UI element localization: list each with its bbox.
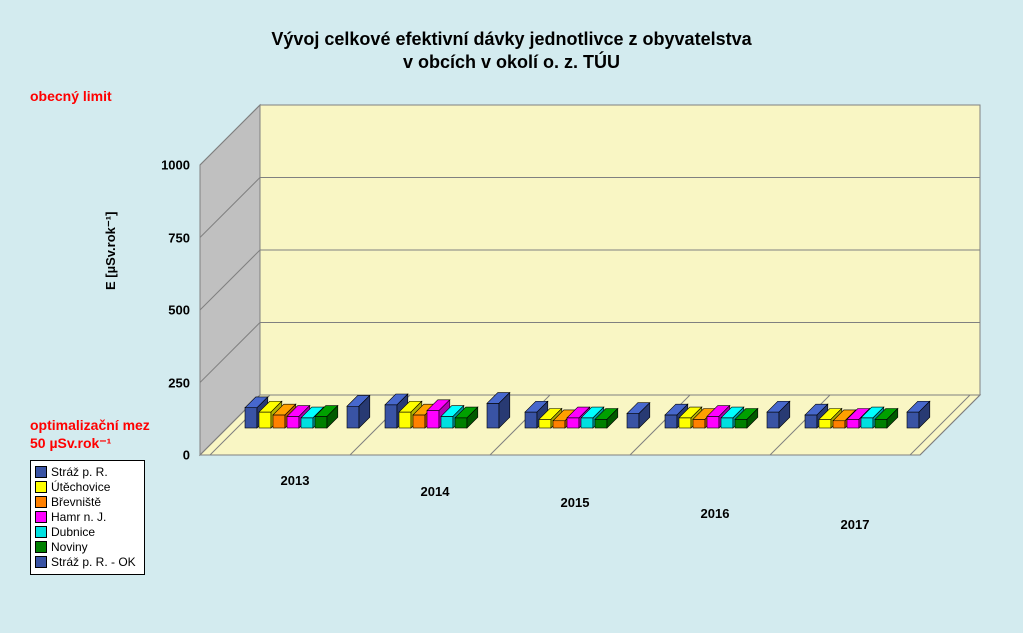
y-tick: 0 <box>183 448 190 463</box>
legend-label: Břevniště <box>51 495 101 509</box>
bar-chart-3d: 0250500750100020132014201520162017 <box>200 105 990 545</box>
legend-swatch <box>35 526 47 538</box>
x-tick: 2016 <box>701 506 730 521</box>
legend-label: Hamr n. J. <box>51 510 106 524</box>
y-tick: 500 <box>168 303 190 318</box>
legend-item: Dubnice <box>35 525 136 539</box>
chart-title-line1: Vývoj celkové efektivní dávky jednotlivc… <box>0 28 1023 51</box>
y-axis-label: E [µSv.rok⁻¹] <box>103 212 119 290</box>
x-tick: 2017 <box>841 517 870 532</box>
x-tick: 2015 <box>561 495 590 510</box>
legend-swatch <box>35 556 47 568</box>
legend-item: Hamr n. J. <box>35 510 136 524</box>
legend-box: Stráž p. R.ÚtěchoviceBřevništěHamr n. J.… <box>30 460 145 575</box>
optimisation-label: optimalizační mez 50 µSv.rok⁻¹ <box>30 416 150 452</box>
legend-item: Útěchovice <box>35 480 136 494</box>
legend-swatch <box>35 511 47 523</box>
y-tick: 1000 <box>161 158 190 173</box>
x-tick: 2014 <box>421 484 450 499</box>
legend-label: Noviny <box>51 540 88 554</box>
y-tick: 750 <box>168 230 190 245</box>
chart-title-line2: v obcích v okolí o. z. TÚU <box>0 51 1023 74</box>
x-tick: 2013 <box>281 473 310 488</box>
y-tick: 250 <box>168 375 190 390</box>
legend-label: Stráž p. R. - OK <box>51 555 136 569</box>
legend-item: Břevniště <box>35 495 136 509</box>
legend-label: Dubnice <box>51 525 95 539</box>
legend-item: Stráž p. R. <box>35 465 136 479</box>
legend-item: Stráž p. R. - OK <box>35 555 136 569</box>
legend-label: Stráž p. R. <box>51 465 108 479</box>
legend-swatch <box>35 466 47 478</box>
legend-label: Útěchovice <box>51 480 110 494</box>
limit-label: obecný limit <box>30 88 112 104</box>
legend-item: Noviny <box>35 540 136 554</box>
legend-swatch <box>35 481 47 493</box>
legend-swatch <box>35 541 47 553</box>
legend-swatch <box>35 496 47 508</box>
